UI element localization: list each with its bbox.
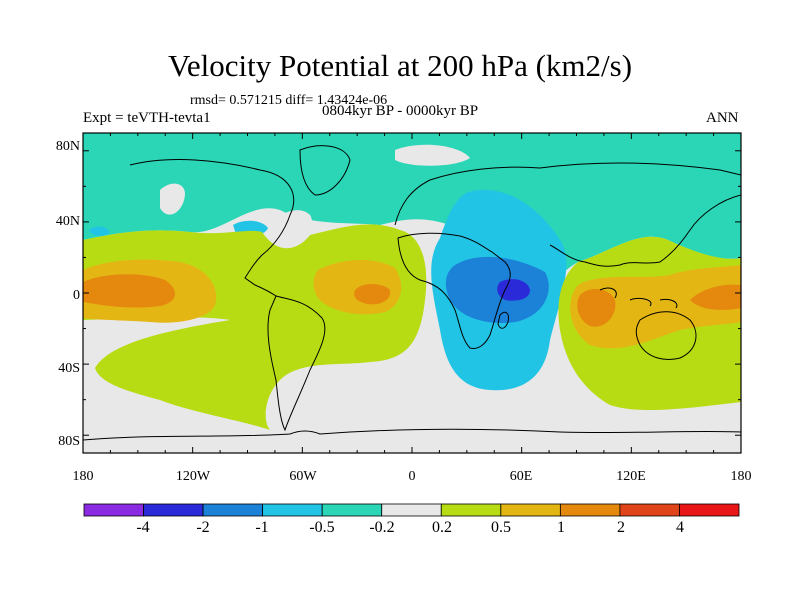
- y-tick-label: 0: [73, 288, 80, 303]
- contour-neg02-north: [83, 133, 741, 300]
- contour-field: [83, 133, 741, 453]
- x-tick-label: 60E: [509, 469, 533, 484]
- stats-label: rmsd= 0.571215 diff= 1.43424e-06: [190, 93, 388, 108]
- contour-neutral-greenland: [160, 183, 185, 215]
- colorbar-label: 0.2: [432, 519, 452, 536]
- colorbar-label: -2: [196, 519, 210, 536]
- colorbar-label: -0.5: [309, 519, 335, 536]
- colorbar: [83, 503, 740, 517]
- colorbar-label: 4: [676, 519, 684, 536]
- x-tick-label: 180: [72, 469, 94, 484]
- colorbar-swatch: [262, 503, 323, 517]
- contour-neg05-pac: [89, 226, 110, 237]
- contour-neutral-arctic: [395, 144, 470, 166]
- coast-australia: [635, 311, 697, 360]
- colorbar-label: 0.5: [491, 519, 511, 536]
- colorbar-swatch: [321, 503, 383, 517]
- y-tick-label: 40N: [55, 214, 80, 229]
- y-tick-label: 80N: [55, 139, 80, 154]
- period-label: 0804kyr BP - 0000kyr BP: [321, 103, 479, 119]
- coastlines: [83, 145, 741, 441]
- y-tick-label: 40S: [58, 361, 80, 376]
- contour-pos1-io: [577, 288, 616, 327]
- colorbar-swatch: [559, 503, 621, 517]
- x-tick-label: 0: [408, 469, 416, 484]
- coast-africa: [397, 232, 511, 349]
- colorbar-label: -0.2: [369, 519, 395, 536]
- coast-eurasia: [394, 162, 741, 267]
- y-tick-label: 80S: [58, 434, 80, 449]
- plot-title: Velocity Potential at 200 hPa (km2/s): [167, 48, 633, 83]
- contour-neg2-africa: [497, 279, 530, 301]
- season-label: ANN: [706, 110, 739, 126]
- colorbar-swatch: [143, 503, 204, 517]
- colorbar-label: 2: [617, 519, 625, 536]
- coast-greenland: [299, 145, 351, 196]
- contour-pos05-wpac: [570, 265, 741, 349]
- experiment-label: Expt = teVTH-tevta1: [83, 110, 211, 126]
- x-tick-label: 60W: [289, 469, 317, 484]
- coast-madagascar: [497, 311, 509, 329]
- colorbar-swatch: [381, 503, 442, 517]
- contour-pos1-atl: [354, 284, 391, 305]
- contour-neutral-antarctic: [83, 410, 741, 453]
- contour-pos1-wpac: [690, 284, 741, 310]
- coast-south-america: [267, 295, 326, 432]
- colorbar-swatch: [619, 503, 680, 517]
- x-tick-label: 180: [730, 469, 752, 484]
- colorbar-label: -1: [255, 519, 269, 536]
- colorbar-label: 1: [557, 519, 565, 536]
- coast-north-america: [129, 159, 295, 297]
- colorbar-swatch: [202, 503, 264, 517]
- axis-ticks: [82, 133, 742, 453]
- colorbar-label: -4: [136, 519, 150, 536]
- x-tick-label: 120E: [616, 469, 646, 484]
- coast-antarctica: [83, 428, 741, 441]
- x-tick-label: 120W: [175, 469, 211, 484]
- coast-maritime: [599, 287, 678, 309]
- colorbar-swatch: [679, 503, 740, 517]
- colorbar-swatch: [500, 503, 561, 517]
- contour-pos1-pac: [83, 274, 176, 308]
- contour-neutral-na: [260, 210, 312, 254]
- colorbar-swatch: [83, 503, 144, 517]
- colorbar-swatch: [440, 503, 502, 517]
- contour-neg1-africa: [445, 256, 549, 324]
